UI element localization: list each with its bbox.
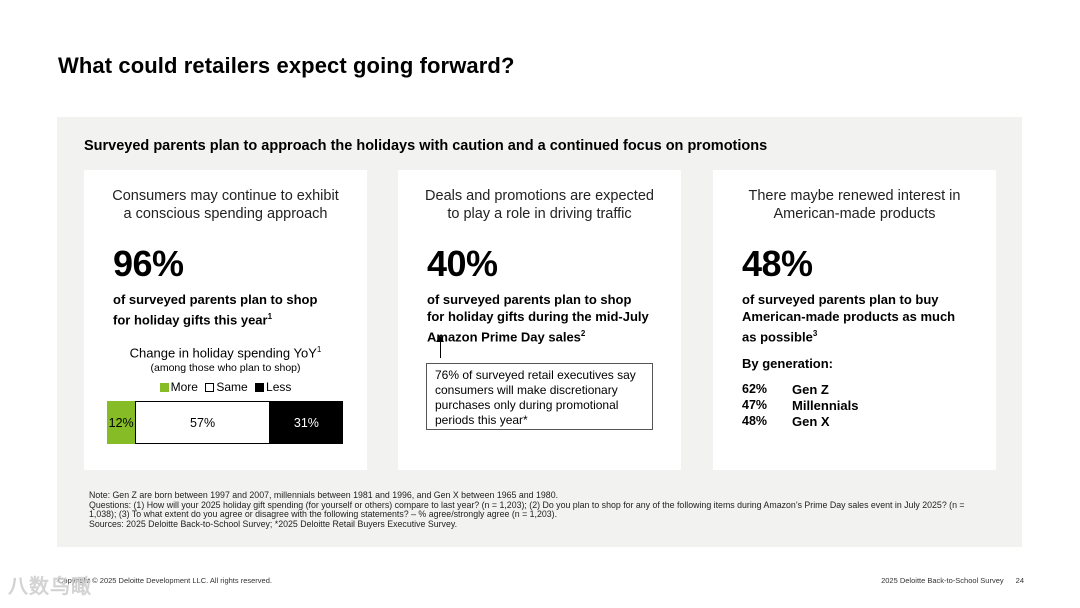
footnote-line: Note: Gen Z are born between 1997 and 20…	[89, 490, 559, 500]
generation-row-gen-x: 48% Gen X	[742, 413, 858, 429]
less-swatch	[255, 383, 265, 392]
bar-segment-less: 31%	[269, 401, 343, 444]
generation-name: Gen Z	[792, 381, 829, 397]
same-swatch	[205, 383, 215, 392]
big-stat: 40%	[427, 243, 498, 284]
more-swatch	[159, 383, 169, 392]
big-stat: 96%	[113, 243, 184, 284]
chart-subtitle: (among those who plan to shop)	[150, 362, 301, 374]
card-deals-promotions: Deals and promotions are expected to pla…	[398, 170, 681, 470]
generation-row-gen-z: 62% Gen Z	[742, 381, 858, 397]
card-heading: There maybe renewed interest in American…	[723, 187, 986, 223]
generation-pct: 48%	[742, 414, 768, 428]
card-heading-line: Consumers may continue to exhibit	[112, 188, 339, 204]
generation-pct: 47%	[742, 398, 768, 412]
legend-item-more: More	[159, 380, 198, 394]
footnote-line: Questions: (1) How will your 2025 holida…	[89, 499, 965, 520]
card-heading-line: American-made products	[773, 206, 936, 222]
bar-data-label: 57%	[190, 415, 216, 430]
card-heading: Deals and promotions are expected to pla…	[408, 187, 671, 223]
stat-description-line: Amazon Prime Day sales	[427, 329, 581, 345]
bar-segment-more: 12%	[107, 401, 136, 444]
stat-description-line: of surveyed parents plan to shop	[427, 292, 632, 307]
generation-row-millennials: 47% Millennials	[742, 397, 858, 413]
bar-data-label: 31%	[293, 415, 319, 430]
legend-item-less: Less	[255, 380, 291, 394]
stat-description: of surveyed parents plan to shop for hol…	[113, 291, 358, 328]
generation-list: 62% Gen Z 47% Millennials 48% Gen X	[742, 381, 858, 429]
stacked-bar-chart: 12% 57% 31%	[107, 401, 343, 444]
callout-box: 76% of surveyed retail executives say co…	[426, 363, 653, 430]
card-heading-line: to play a role in driving traffic	[447, 206, 632, 222]
stat-description: of surveyed parents plan to shop for hol…	[427, 291, 672, 345]
card-heading-line: There maybe renewed interest in	[748, 188, 961, 204]
generation-name: Gen X	[792, 413, 830, 429]
card-heading-line: a conscious spending approach	[123, 206, 328, 222]
stat-description-line: of surveyed parents plan to shop	[113, 292, 318, 307]
footnote-marker: 3	[812, 329, 818, 338]
footnote-marker: 1	[316, 345, 322, 354]
card-spending-approach: Consumers may continue to exhibit a cons…	[84, 170, 367, 470]
stat-description: of surveyed parents plan to buy American…	[742, 291, 987, 345]
content-panel: Surveyed parents plan to approach the ho…	[57, 117, 1022, 547]
footer-right: 2025 Deloitte Back-to-School Survey 24	[881, 576, 1024, 585]
copyright-text: Copyright © 2025 Deloitte Development LL…	[58, 576, 272, 585]
legend-label: More	[170, 380, 198, 394]
generation-name: Millennials	[792, 397, 859, 413]
chart-title: Change in holiday spending YoY1	[84, 345, 367, 360]
bar-segment-same: 57%	[135, 401, 270, 444]
survey-name: 2025 Deloitte Back-to-School Survey	[881, 576, 1004, 585]
big-stat: 48%	[742, 243, 813, 284]
chart-title-text: Change in holiday spending YoY	[129, 345, 317, 361]
footnote-marker: 2	[580, 329, 586, 338]
card-heading: Consumers may continue to exhibit a cons…	[94, 187, 357, 223]
footnote-marker: 1	[267, 312, 273, 321]
footnote-line: Sources: 2025 Deloitte Back-to-School Su…	[89, 518, 458, 529]
stat-description-line: for holiday gifts during the mid-July	[427, 309, 649, 324]
arrow-up-icon	[436, 335, 444, 358]
stat-description-line: as possible	[742, 329, 813, 345]
card-heading-line: Deals and promotions are expected	[425, 188, 654, 204]
watermark-logo: 八数鸟瞰	[8, 576, 92, 598]
chart-legend: More Same Less	[84, 380, 367, 394]
bar-data-label: 12%	[108, 415, 134, 430]
panel-heading: Surveyed parents plan to approach the ho…	[84, 138, 768, 154]
stat-description-line: of surveyed parents plan to buy	[742, 292, 939, 307]
legend-label: Same	[216, 380, 248, 394]
slide-title: What could retailers expect going forwar…	[58, 53, 515, 78]
footnotes: Note: Gen Z are born between 1997 and 20…	[89, 490, 994, 529]
legend-item-same: Same	[205, 380, 248, 394]
by-generation-label: By generation:	[742, 356, 834, 371]
card-american-made: There maybe renewed interest in American…	[713, 170, 996, 470]
generation-pct: 62%	[742, 382, 768, 396]
stat-description-line: for holiday gifts this year	[113, 312, 268, 328]
page-number: 24	[1015, 576, 1024, 585]
stat-description-line: American-made products as much	[742, 309, 956, 324]
legend-label: Less	[266, 380, 292, 394]
